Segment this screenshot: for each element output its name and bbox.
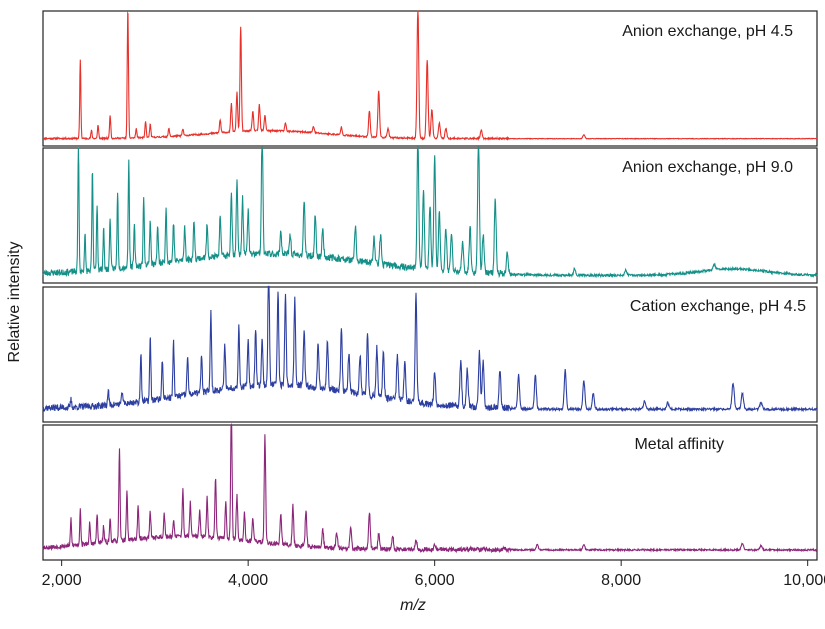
panel-frame	[42, 10, 818, 147]
x-axis-title: m/z	[400, 597, 426, 614]
x-tick-label: 8,000	[601, 572, 641, 589]
spectrum-panels: Anion exchange, pH 4.5 Anion exchange, pH…	[42, 10, 818, 561]
panel-frame	[42, 147, 818, 284]
y-axis-title: Relative intensity	[6, 242, 23, 363]
panel-frame	[42, 286, 818, 423]
spectrum-trace	[42, 285, 818, 413]
spectrum-trace	[42, 145, 818, 279]
x-tick-label: 2,000	[42, 572, 82, 589]
x-tick-label: 6,000	[415, 572, 455, 589]
panel-frame	[42, 424, 818, 561]
spectrum-panel: Metal affinity	[42, 423, 818, 561]
x-tick-label: 4,000	[228, 572, 268, 589]
series-label: Cation exchange, pH 4.5	[630, 298, 806, 315]
spectrum-panel: Cation exchange, pH 4.5	[42, 285, 818, 423]
x-tick-label: 10,000	[783, 572, 825, 589]
spectrum-trace	[42, 423, 818, 554]
series-label: Metal affinity	[634, 436, 724, 453]
x-axis: 2,000 4,000 6,000 8,000 10,000	[42, 560, 825, 589]
spectrum-trace	[43, 10, 818, 142]
spectrum-panel: Anion exchange, pH 9.0	[42, 145, 818, 284]
series-label: Anion exchange, pH 9.0	[622, 159, 793, 176]
series-label: Anion exchange, pH 4.5	[622, 23, 793, 40]
spectrum-panel: Anion exchange, pH 4.5	[42, 10, 818, 147]
